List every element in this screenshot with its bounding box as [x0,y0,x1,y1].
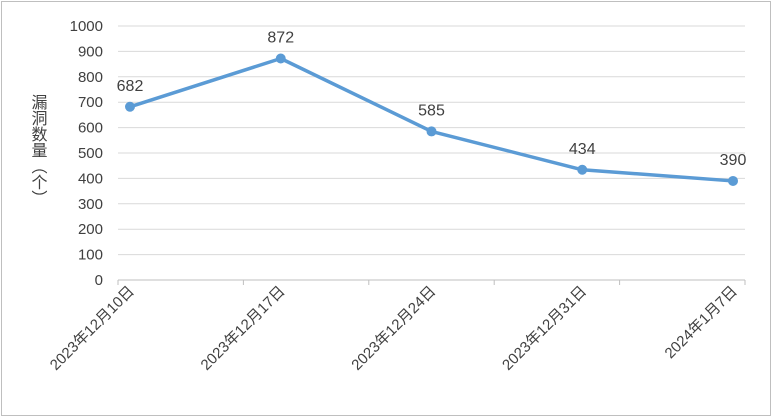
y-tick-label-0: 0 [95,272,103,289]
y-tick-label-200: 200 [78,221,103,238]
x-axis-ticks: 2023年12月10日 2023年12月17日 2023年12月24日 2023年12… [47,283,741,374]
data-label-3: 434 [569,141,596,158]
y-axis-label: 漏洞数量（个） [29,94,48,206]
data-label-2: 585 [418,102,445,119]
series-group [125,53,738,186]
y-tick-label-500: 500 [78,145,103,162]
data-label-0: 682 [117,78,144,95]
data-labels: 682 872 585 434 390 [117,30,747,169]
x-tick-label-2: 2023年12月24日 [348,283,439,374]
y-tick-label-300: 300 [78,196,103,213]
y-axis-ticks: 0 100 200 300 400 500 600 700 800 900 1000 [70,18,103,289]
y-tick-label-400: 400 [78,170,103,187]
y-tick-label-100: 100 [78,247,103,264]
data-point-0 [125,101,135,112]
data-point-3 [577,164,588,175]
data-label-4: 390 [720,152,747,169]
data-point-1 [275,53,286,64]
data-point-4 [728,175,738,186]
data-point-2 [426,126,437,137]
y-tick-label-700: 700 [78,94,103,111]
x-tick-label-3: 2023年12月31日 [499,283,590,374]
gridlines [118,25,745,256]
y-tick-label-600: 600 [78,120,103,137]
x-tick-label-4: 2024年1月7日 [662,283,741,362]
data-label-1: 872 [267,30,294,47]
y-tick-label-900: 900 [78,43,103,60]
y-tick-label-800: 800 [78,69,103,86]
x-axis [117,279,746,285]
y-tick-label-1000: 1000 [70,18,103,35]
x-tick-label-0: 2023年12月10日 [47,283,138,374]
x-tick-label-1: 2023年12月17日 [198,283,289,374]
